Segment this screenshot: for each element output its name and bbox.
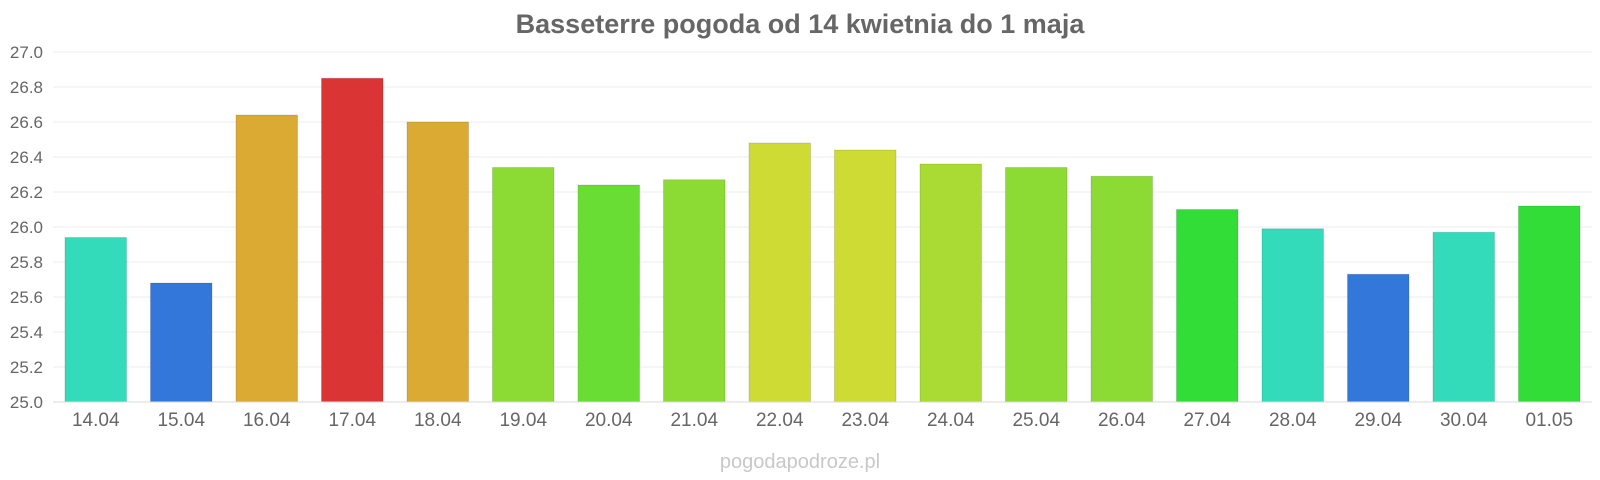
y-tick-label: 25.0 [10, 393, 43, 412]
y-tick-label: 26.0 [10, 218, 43, 237]
bar-22.04 [748, 142, 812, 403]
y-tick-label: 25.6 [10, 288, 43, 307]
bar-24.04 [919, 163, 983, 403]
bar-27.04 [1175, 209, 1239, 403]
bar-25.04 [1004, 167, 1068, 403]
x-tick-label: 30.04 [1440, 410, 1488, 431]
bar-01.05 [1517, 205, 1581, 403]
y-tick-label: 25.4 [10, 323, 43, 342]
x-tick-label: 16.04 [243, 410, 291, 431]
watermark-text: pogodapodroze.pl [720, 451, 880, 473]
bar-15.04 [149, 282, 213, 403]
x-tick-label: 01.05 [1525, 410, 1573, 431]
x-tick-label: 25.04 [1012, 410, 1060, 431]
bar-16.04 [235, 114, 299, 403]
bar-28.04 [1261, 228, 1325, 403]
chart-title: Basseterre pogoda od 14 kwietnia do 1 ma… [516, 9, 1086, 39]
bar-30.04 [1432, 231, 1496, 403]
x-tick-label: 19.04 [499, 410, 547, 431]
y-tick-label: 26.2 [10, 183, 43, 202]
x-tick-label: 18.04 [414, 410, 462, 431]
x-axis-ticks: 14.04 15.04 16.04 17.04 18.04 19.04 20.04 21.04… [72, 410, 1573, 431]
bars [64, 77, 1581, 403]
bar-26.04 [1090, 175, 1154, 403]
x-tick-label: 22.04 [756, 410, 804, 431]
gridlines [53, 51, 1592, 403]
y-tick-label: 25.8 [10, 253, 43, 272]
x-tick-label: 17.04 [328, 410, 376, 431]
y-axis-ticks: 25.0 25.2 25.4 25.6 25.8 26.0 26.2 26.4 26.6 26.8… [10, 43, 43, 412]
bar-14.04 [64, 237, 128, 403]
x-tick-label: 14.04 [72, 410, 120, 431]
x-tick-label: 28.04 [1269, 410, 1317, 431]
y-tick-label: 27.0 [10, 43, 43, 62]
bar-17.04 [320, 77, 384, 403]
x-tick-label: 29.04 [1354, 410, 1402, 431]
x-tick-label: 21.04 [670, 410, 718, 431]
y-tick-label: 26.6 [10, 113, 43, 132]
bar-29.04 [1346, 273, 1410, 403]
y-tick-label: 26.4 [10, 148, 43, 167]
x-tick-label: 20.04 [585, 410, 633, 431]
x-tick-label: 23.04 [841, 410, 889, 431]
x-tick-label: 24.04 [927, 410, 975, 431]
x-tick-label: 27.04 [1183, 410, 1231, 431]
x-tick-label: 15.04 [157, 410, 205, 431]
bar-20.04 [577, 184, 641, 403]
y-tick-label: 25.2 [10, 358, 43, 377]
bar-18.04 [406, 121, 470, 403]
bar-19.04 [491, 167, 555, 403]
y-tick-label: 26.8 [10, 78, 43, 97]
bar-23.04 [833, 149, 897, 403]
x-tick-label: 26.04 [1098, 410, 1146, 431]
bar-21.04 [662, 179, 726, 403]
